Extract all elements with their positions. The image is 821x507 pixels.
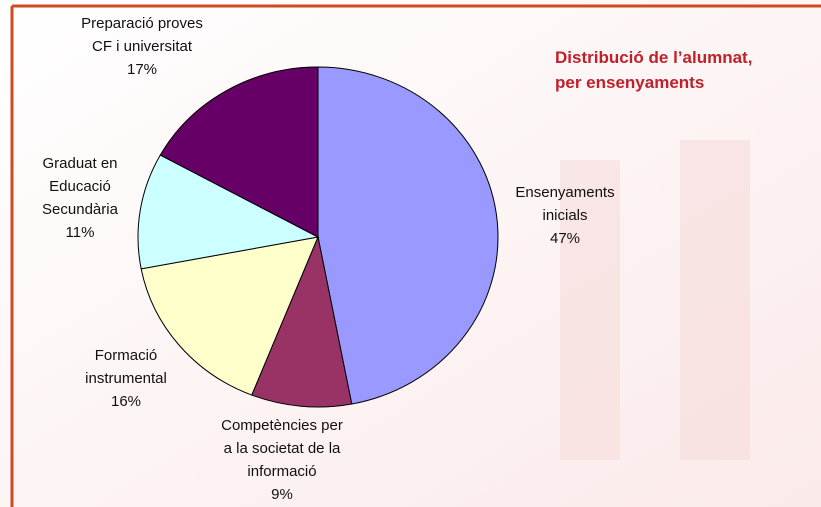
value-label: 47% (550, 230, 580, 247)
chart-title: per ensenyaments (555, 73, 704, 92)
value-label: 9% (271, 486, 293, 503)
slice-label: a la societat de la (224, 440, 341, 457)
slice-label: Preparació proves (81, 15, 203, 32)
slice-label: inicials (542, 207, 587, 224)
slice-label: Formació (95, 347, 158, 364)
slice-label: Secundària (42, 201, 119, 218)
value-label: 16% (111, 393, 141, 410)
pie-slice (137, 154, 320, 270)
slice-label: Competències per (221, 417, 343, 434)
pie-slice (140, 236, 319, 396)
slice-label: CF i universitat (92, 38, 193, 55)
pie-slice (317, 66, 499, 405)
value-label: 11% (66, 224, 95, 241)
slice-label: instrumental (85, 370, 167, 387)
slice-label: informació (247, 463, 316, 480)
value-label: 17% (127, 61, 157, 78)
pie-slice (159, 66, 319, 238)
slice-label: Educació (49, 178, 111, 195)
slice-label: Graduat en (42, 155, 117, 172)
chart-title: Distribució de l’alumnat, (555, 48, 752, 67)
watermark (680, 140, 750, 460)
watermark (560, 160, 620, 460)
pie-slice (251, 235, 353, 408)
slice-label: Ensenyaments (515, 184, 614, 201)
